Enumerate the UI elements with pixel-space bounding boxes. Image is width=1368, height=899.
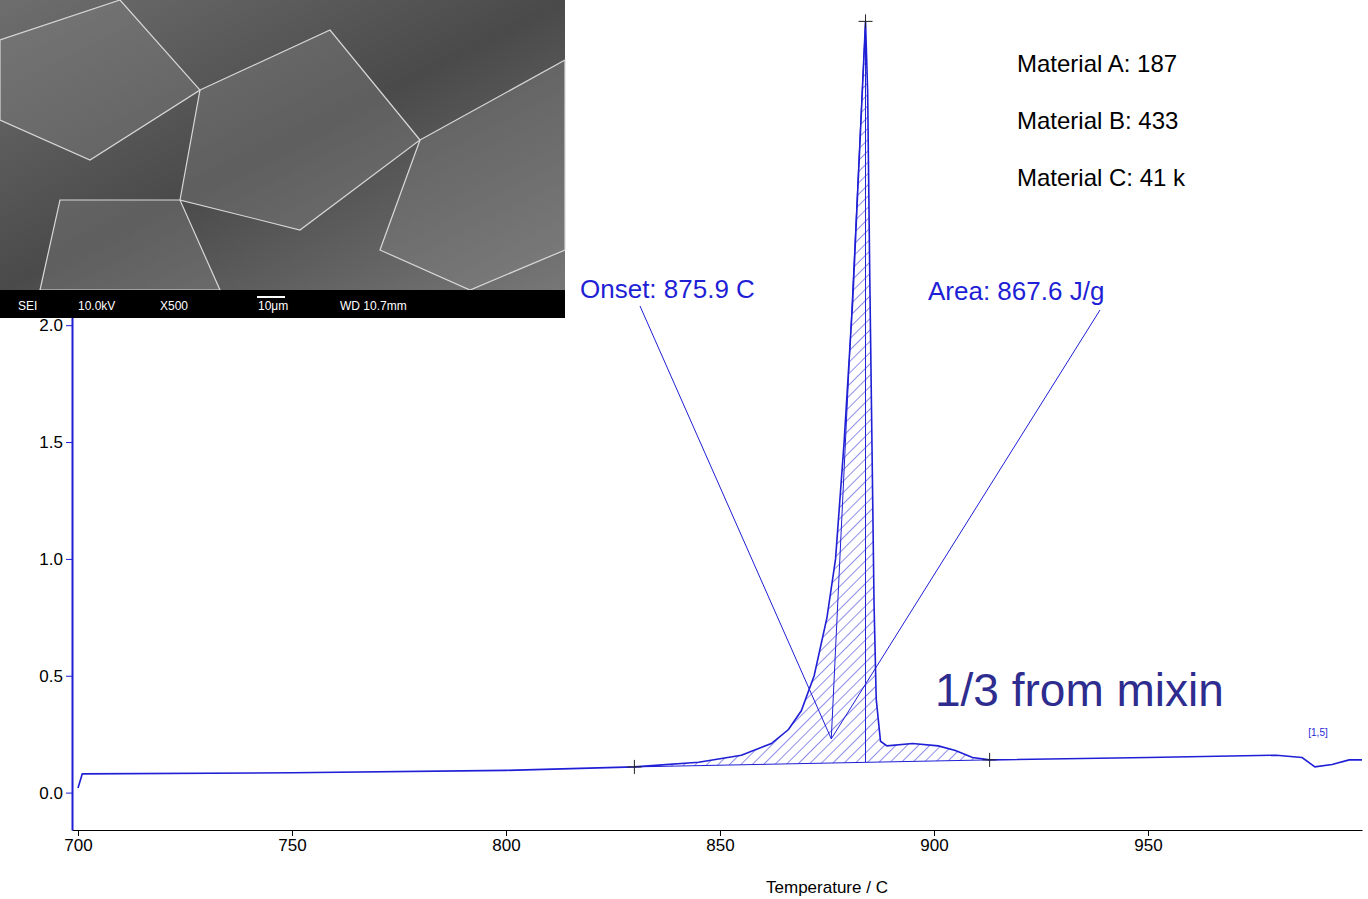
side-note: Material B: 433 [1017,107,1178,134]
y-tick-label: 0.0 [39,784,63,803]
micrograph-scale-bar [257,296,285,298]
annotation-label: Onset: 875.9 C [580,274,755,304]
y-tick-label: 1.0 [39,550,63,569]
micrograph-facet [0,0,200,160]
peak-marker [859,14,873,28]
micrograph-facet [180,30,420,230]
micrograph-caption: SEI [18,299,37,313]
x-axis-line [73,830,1363,831]
overlay-text: 1/3 from mixin [935,664,1224,716]
plot-area [78,14,1362,788]
x-tick: 800 [492,830,520,855]
integration-area [634,21,989,767]
integration-end-marker [983,753,997,767]
x-tick-label: 800 [492,836,520,855]
curve-label: [1,5] [1308,727,1328,738]
y-tick-mark [66,559,72,560]
x-tick-label: 850 [706,836,734,855]
micrograph-image [0,0,565,290]
y-tick-mark [66,676,72,677]
x-tick: 950 [1134,830,1162,855]
x-tick: 700 [64,830,92,855]
x-tick: 750 [278,830,306,855]
side-note: Material C: 41 k [1017,164,1186,191]
micrograph-inset: SEI 10.0kV X500 10μm WD 10.7mm [0,0,565,318]
y-tick-mark [66,793,72,794]
x-tick-label: 750 [278,836,306,855]
x-tick-label: 700 [64,836,92,855]
x-tick-label: 950 [1134,836,1162,855]
y-tick: 1.5 [39,433,72,452]
micrograph-caption: WD 10.7mm [340,299,407,313]
y-tick-label: 0.5 [39,667,63,686]
y-tick: 2.0 [39,316,72,335]
x-axis: 700 750 800 850 900 950 [64,830,1362,855]
x-axis-title: Temperature / C [766,878,888,897]
micrograph-facet [40,200,220,290]
peak-drop-line [865,21,866,762]
micrograph-caption: 10μm [258,299,288,313]
y-tick: 0.5 [39,667,72,686]
y-tick: 0.0 [39,784,72,803]
annotation-label: Area: 867.6 J/g [928,276,1104,306]
dsc-curve [78,21,1362,788]
y-tick: 1.0 [39,550,72,569]
x-tick-label: 900 [920,836,948,855]
micrograph-caption: 10.0kV [78,299,115,313]
side-note: Material A: 187 [1017,50,1177,77]
annotation-leader [640,306,831,739]
integration-start-marker [627,760,641,774]
micrograph-caption: X500 [160,299,188,313]
micrograph-facet [380,60,565,290]
micrograph-databar [0,290,565,318]
y-tick-mark [66,442,72,443]
x-tick: 900 [920,830,948,855]
x-tick: 850 [706,830,734,855]
chart: 700 750 800 850 900 950 0.0 0.5 1.0 1.5 2.0 Tempera… [0,0,1368,899]
y-tick-label: 1.5 [39,433,63,452]
y-tick-mark [66,325,72,326]
y-tick-label: 2.0 [39,316,63,335]
